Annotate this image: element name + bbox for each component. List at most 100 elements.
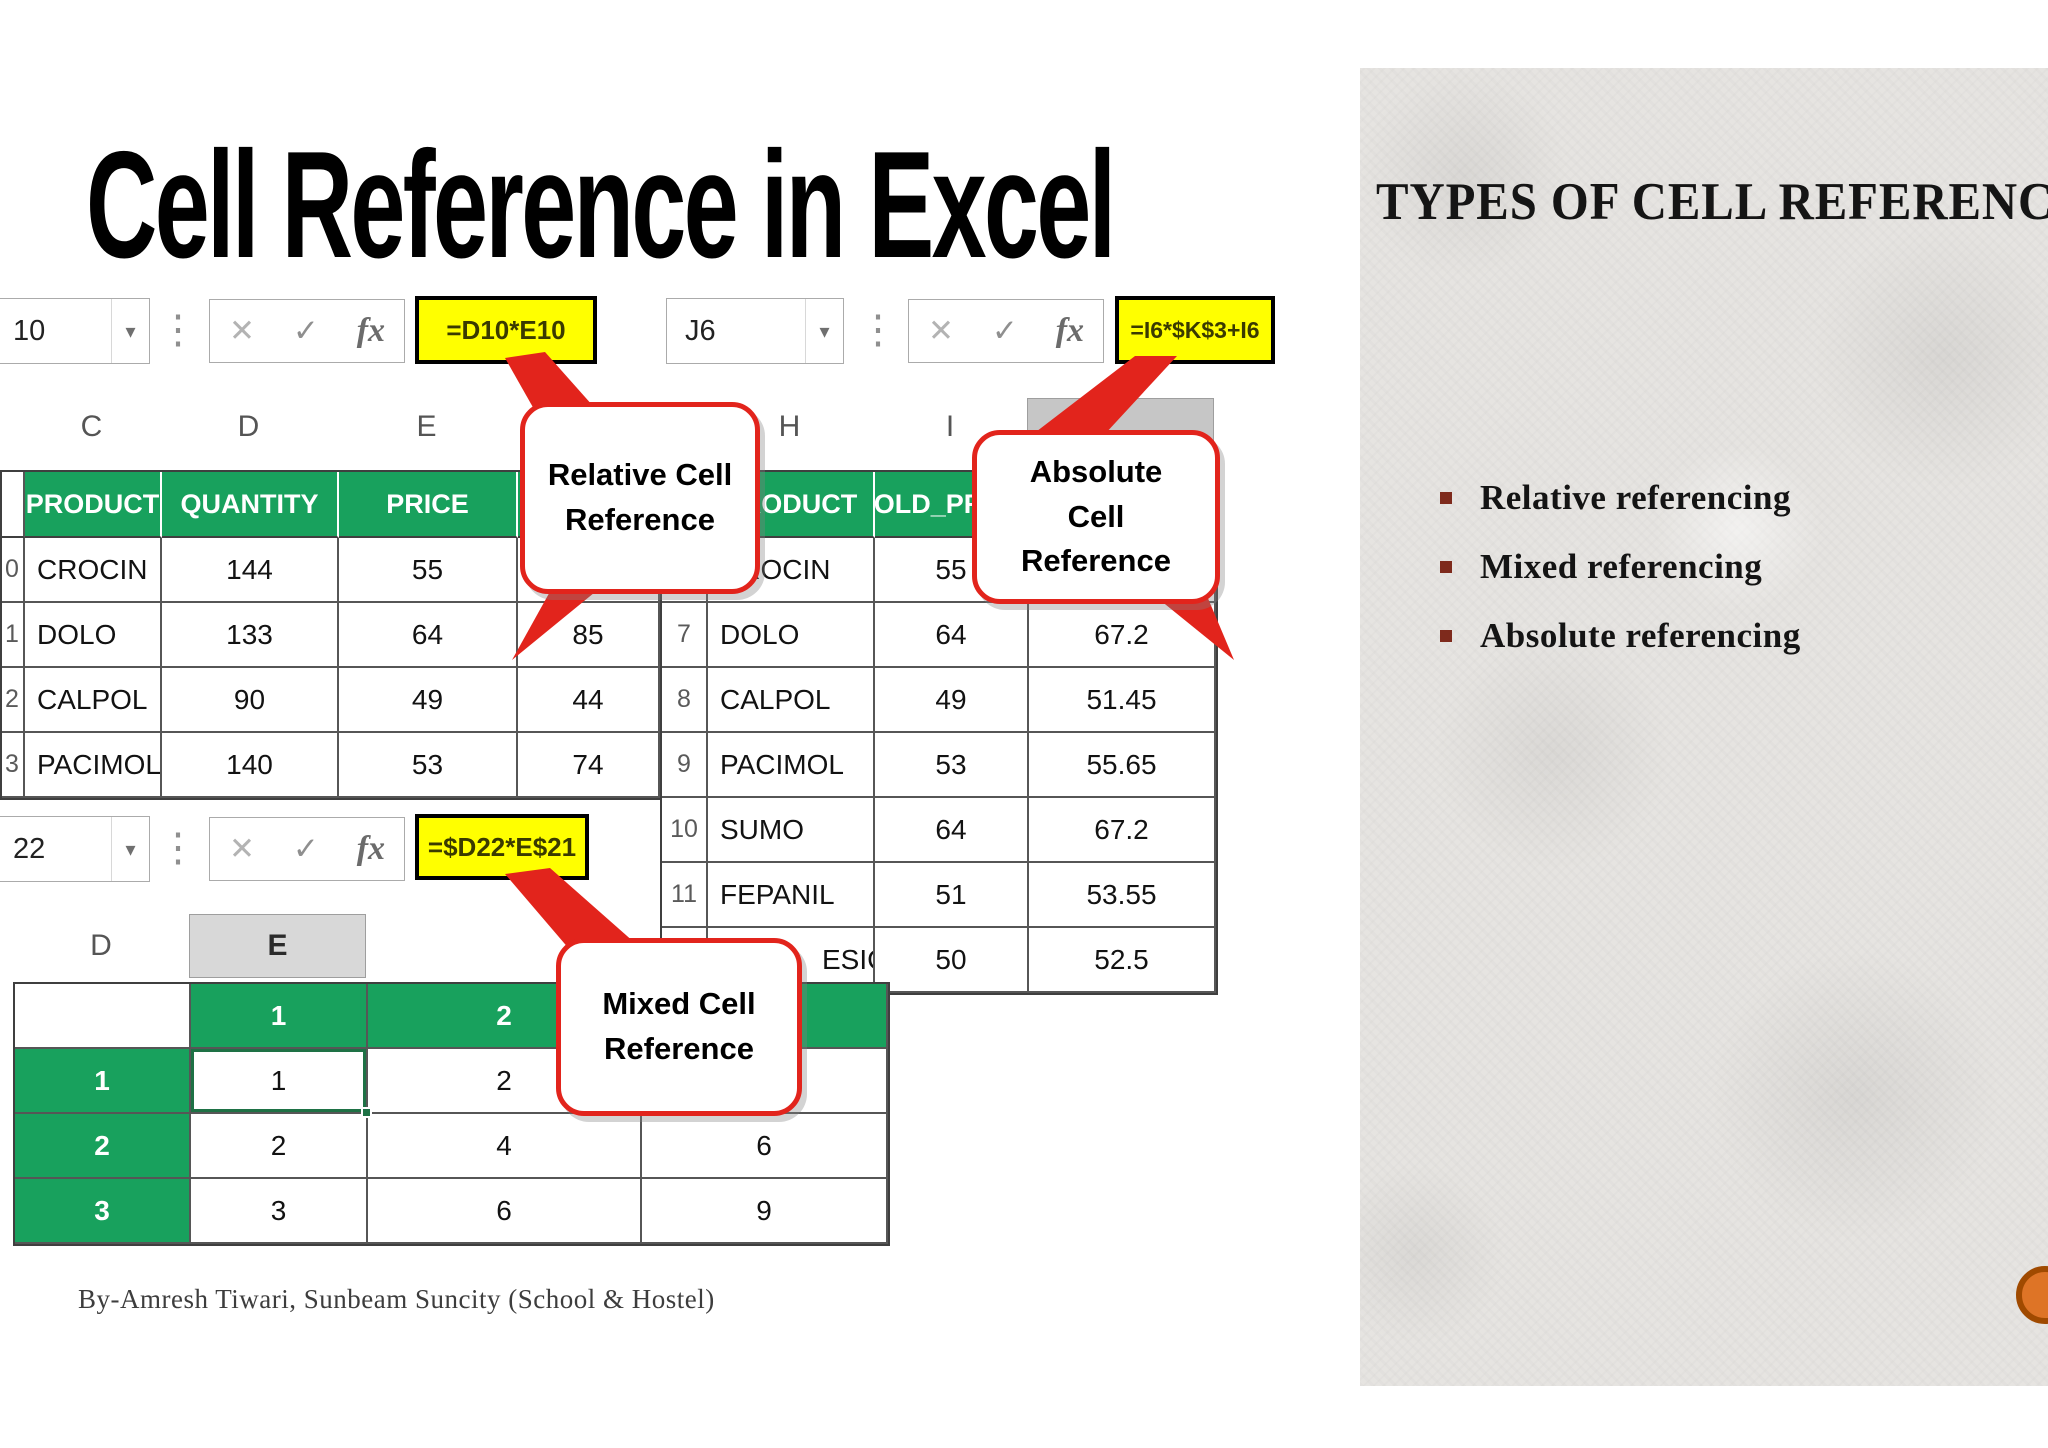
column-letter-i[interactable]: I <box>945 410 955 443</box>
separator-dots-icon: ⋮ <box>858 308 898 352</box>
cell <box>15 984 191 1049</box>
name-box-mixed-value: 22 <box>13 832 46 865</box>
name-box-relative[interactable]: 10 ▾ <box>0 298 150 364</box>
row-number: 9 <box>662 733 708 798</box>
cell: 9 <box>642 1179 888 1244</box>
name-box-dropdown-icon[interactable]: ▾ <box>111 817 149 881</box>
column-letter-e[interactable]: E <box>416 410 437 443</box>
cell-new-price: 52.5 <box>1029 928 1216 993</box>
row-number: 0 <box>2 538 25 603</box>
cell-new-price: 67.2 <box>1029 603 1216 668</box>
bullet-square-icon <box>1440 630 1452 642</box>
cell-old-price: 51 <box>875 863 1029 928</box>
name-box-dropdown-icon[interactable]: ▾ <box>111 299 149 363</box>
cell-price: 49 <box>339 668 518 733</box>
callout-absolute: Absolute Cell Reference <box>972 430 1220 604</box>
column-letter-d[interactable]: D <box>90 929 112 962</box>
cell: 4 <box>368 1114 642 1179</box>
column-letter-c[interactable]: C <box>80 410 103 443</box>
bullet-item: Absolute referencing <box>1440 616 1801 656</box>
cell: 6 <box>642 1114 888 1179</box>
row-number: 7 <box>662 603 708 668</box>
enter-icon[interactable]: ✓ <box>991 313 1018 348</box>
cell-price: 64 <box>339 603 518 668</box>
bullet-square-icon <box>1440 561 1452 573</box>
cell-product: DOLO <box>25 603 162 668</box>
cell-quantity: 133 <box>162 603 339 668</box>
cell-row-header: 2 <box>15 1114 191 1179</box>
header-price: PRICE <box>339 472 518 538</box>
cell-price: 53 <box>339 733 518 798</box>
cell-old-price: 49 <box>875 668 1029 733</box>
bullet-item: Mixed referencing <box>1440 547 1801 587</box>
formula-input-absolute[interactable]: =I6*$K$3+I6 <box>1115 296 1275 364</box>
cell-new-price: 53.55 <box>1029 863 1216 928</box>
cell-product: CROCIN <box>25 538 162 603</box>
insert-function-icon[interactable]: fx <box>356 830 386 867</box>
formula-input-mixed[interactable]: =$D22*E$21 <box>415 814 589 880</box>
bullet-square-icon <box>1440 492 1452 504</box>
bullet-list: Relative referencing Mixed referencing A… <box>1440 478 1801 685</box>
column-letters-mixed: D E <box>13 914 886 978</box>
footer-credit: By-Amresh Tiwari, Sunbeam Suncity (Schoo… <box>78 1284 715 1314</box>
cell-row-header: 1 <box>15 1049 191 1114</box>
cancel-icon[interactable]: ✕ <box>228 831 255 866</box>
row-number: 10 <box>662 798 708 863</box>
cell: 3 <box>191 1179 368 1244</box>
cell-active: 1 <box>191 1049 372 1118</box>
page-title: Cell Reference in Excel <box>86 120 1116 290</box>
right-panel: TYPES OF CELL REFERENCE Relative referen… <box>1360 68 2048 1386</box>
column-letter-h[interactable]: H <box>778 410 801 443</box>
cell-product: PACIMOL <box>25 733 162 798</box>
cell-product: SUMO <box>708 798 875 863</box>
callout-mixed: Mixed Cell Reference <box>556 938 802 1116</box>
cell-old-price: 64 <box>875 603 1029 668</box>
row-number: 3 <box>2 733 25 798</box>
cell-row-header: 3 <box>15 1179 191 1244</box>
row-header-stub <box>2 472 25 538</box>
formula-controls-mixed: ✕ ✓ fx <box>209 817 405 881</box>
bullet-item: Relative referencing <box>1440 478 1801 518</box>
separator-dots-icon: ⋮ <box>158 308 198 352</box>
formula-controls-relative: ✕ ✓ fx <box>209 299 405 363</box>
separator-dots-icon: ⋮ <box>158 826 198 870</box>
insert-function-icon[interactable]: fx <box>1055 312 1085 349</box>
enter-icon[interactable]: ✓ <box>292 831 319 866</box>
cancel-icon[interactable]: ✕ <box>927 313 954 348</box>
column-letter-d[interactable]: D <box>237 410 260 443</box>
name-box-absolute[interactable]: J6 ▾ <box>666 298 844 364</box>
cell-total: 85 <box>518 603 660 668</box>
enter-icon[interactable]: ✓ <box>292 313 319 348</box>
cell-product: DOLO <box>708 603 875 668</box>
header-product: PRODUCT <box>25 472 162 538</box>
column-letter[interactable] <box>0 398 23 456</box>
selection-handle[interactable] <box>361 1107 372 1118</box>
cell-old-price: 64 <box>875 798 1029 863</box>
cell-quantity: 90 <box>162 668 339 733</box>
name-box-relative-value: 10 <box>13 314 46 347</box>
bullet-text: Relative referencing <box>1480 478 1791 517</box>
cell-total: 44 <box>518 668 660 733</box>
insert-function-icon[interactable]: fx <box>356 312 386 349</box>
name-box-dropdown-icon[interactable]: ▾ <box>805 299 843 363</box>
row-number: 11 <box>662 863 708 928</box>
bullet-text: Absolute referencing <box>1480 616 1801 655</box>
name-box-absolute-value: J6 <box>685 314 716 347</box>
cell-quantity: 140 <box>162 733 339 798</box>
row-number: 1 <box>2 603 25 668</box>
cell-price: 55 <box>339 538 518 603</box>
cell-product: CALPOL <box>25 668 162 733</box>
row-number: 2 <box>2 668 25 733</box>
row-number: 8 <box>662 668 708 733</box>
cancel-icon[interactable]: ✕ <box>228 313 255 348</box>
formula-input-relative[interactable]: =D10*E10 <box>415 296 597 364</box>
panel-title: TYPES OF CELL REFERENCE <box>1376 173 2048 231</box>
cell-total: 74 <box>518 733 660 798</box>
column-letters-left: C D E <box>0 398 658 456</box>
cell: 2 <box>191 1114 368 1179</box>
name-box-mixed[interactable]: 22 ▾ <box>0 816 150 882</box>
cell-product: FEPANIL <box>708 863 875 928</box>
header-quantity: QUANTITY <box>162 472 339 538</box>
column-letter-e-selected[interactable]: E <box>189 914 366 978</box>
